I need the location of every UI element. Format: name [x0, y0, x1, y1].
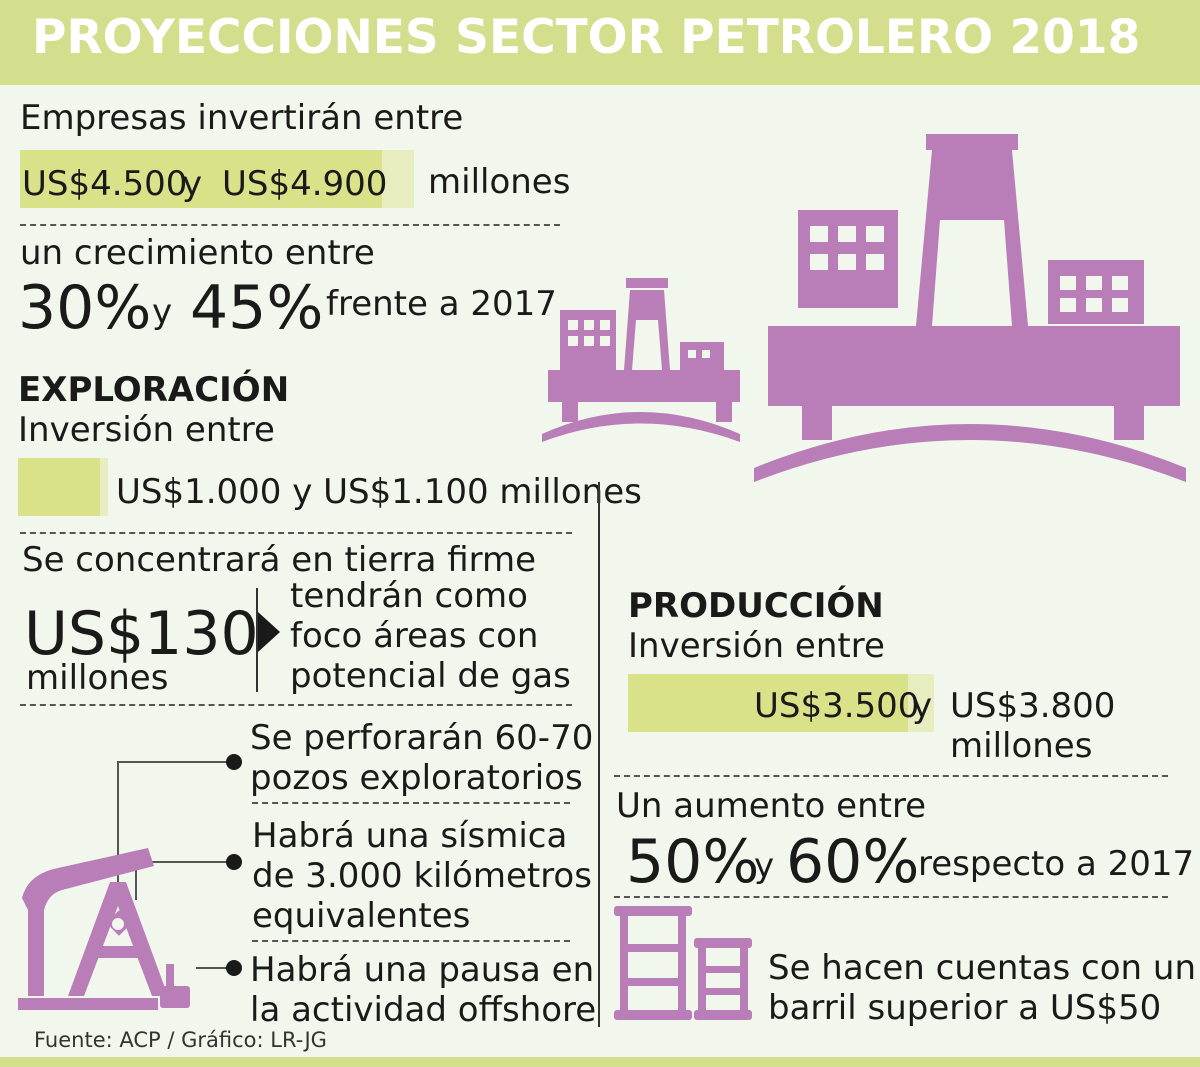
intro-unit: millones [428, 162, 571, 202]
intro-growth-low: 30% [18, 273, 152, 343]
divider [614, 896, 1168, 898]
offshore-text: Habrá una pausa en [250, 950, 595, 990]
divider [252, 940, 570, 942]
intro-line: Empresas invertirán entre [20, 98, 464, 138]
exploracion-focus-desc: tendrán como [290, 576, 528, 616]
oil-barrels-icon [614, 906, 752, 1020]
source-credit: Fuente: ACP / Gráfico: LR-JG [34, 1028, 327, 1052]
exploracion-focus-label: Se concentrará en tierra firme [22, 540, 537, 580]
intro-growth-suffix: frente a 2017 [326, 284, 557, 324]
divider [252, 802, 570, 804]
exploracion-focus-desc: potencial de gas [290, 656, 571, 696]
exploracion-focus-unit: millones [26, 658, 169, 698]
wells-text: Se perforarán 60-70 [250, 718, 594, 758]
produccion-unit: millones [950, 726, 1093, 766]
produccion-growth-and: y [754, 846, 775, 886]
exploracion-focus-amount: US$130 [24, 599, 259, 669]
produccion-growth-high: 60% [786, 827, 920, 897]
page-title: PROYECCIONES SECTOR PETROLERO 2018 [32, 10, 1141, 65]
produccion-heading: PRODUCCIÓN [628, 586, 884, 626]
intro-and: y [182, 164, 203, 204]
produccion-bar-tail [908, 674, 934, 732]
produccion-amount-high: US$3.800 [950, 686, 1116, 726]
produccion-and: y [912, 686, 933, 726]
exploracion-bar-tail [100, 458, 108, 516]
offshore-text: la actividad offshore [250, 990, 597, 1030]
produccion-growth-label: Un aumento entre [616, 786, 927, 826]
wells-text: pozos exploratorios [250, 758, 583, 798]
divider [20, 532, 572, 534]
footer-band [0, 1057, 1200, 1067]
produccion-amount-low: US$3.500 [754, 686, 920, 726]
intro-bar [20, 150, 382, 208]
intro-growth-and: y [152, 292, 173, 332]
focus-separator [256, 588, 258, 692]
barrel-text: Se hacen cuentas con un [768, 948, 1197, 988]
exploracion-range: US$1.000 y US$1.100 millones [116, 472, 642, 512]
seismic-text: Habrá una sísmica [252, 816, 568, 856]
exploracion-bar [18, 458, 100, 516]
oil-pumpjack-icon [18, 848, 190, 1010]
divider [20, 224, 560, 226]
arrow-right-icon [258, 612, 280, 652]
divider [614, 775, 1168, 777]
produccion-bar [628, 674, 908, 732]
divider [20, 704, 572, 706]
exploracion-label: Inversión entre [18, 410, 275, 450]
seismic-text: de 3.000 kilómetros [252, 856, 592, 896]
header-band [0, 0, 1200, 85]
exploracion-heading: EXPLORACIÓN [18, 370, 290, 410]
intro-amount-low: US$4.500 [22, 164, 188, 204]
exploracion-focus-desc: foco áreas con [290, 616, 539, 656]
intro-growth-high: 45% [190, 273, 324, 343]
intro-bar-tail [382, 150, 414, 208]
barrel-text: barril superior a US$50 [768, 988, 1162, 1028]
offshore-platform-icon [542, 134, 1186, 482]
produccion-label: Inversión entre [628, 626, 885, 666]
produccion-growth-suffix: respecto a 2017 [918, 844, 1195, 884]
intro-amount-high: US$4.900 [222, 164, 388, 204]
column-separator [598, 482, 600, 1027]
seismic-text: equivalentes [252, 896, 471, 936]
produccion-growth-low: 50% [626, 827, 760, 897]
intro-growth-label: un crecimiento entre [20, 233, 375, 273]
